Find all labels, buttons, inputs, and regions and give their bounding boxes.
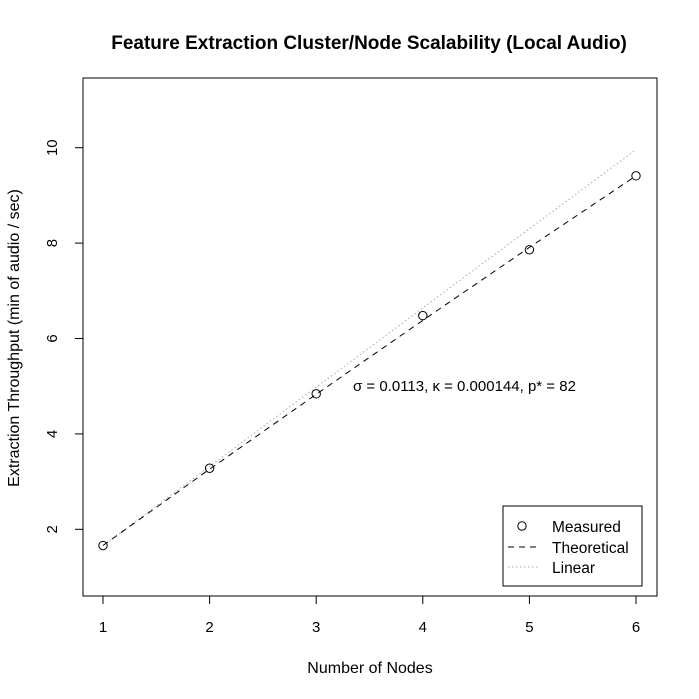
measured-point [311,389,321,399]
measured-point [204,463,215,473]
x-tick-label: 4 [419,619,427,636]
y-axis-label: Extraction Throughput (min of audio / se… [6,189,23,487]
x-tick-label: 5 [525,619,533,636]
series-line-theoretical [102,175,637,546]
measured-point [418,310,428,321]
x-tick-label: 3 [312,619,320,636]
measured-point [98,540,108,551]
y-tick-label: 10 [44,139,61,156]
y-tick-label: 6 [44,334,61,342]
x-tick-label: 1 [99,619,107,636]
measured-point [631,171,641,181]
x-axis: 1 2 3 4 5 6 [99,595,640,636]
y-tick-label: 8 [44,239,61,247]
x-tick-label: 6 [632,619,640,636]
measured-point [524,245,535,255]
model-parameters-annotation: σ = 0.0113, κ = 0.000144, p* = 82 [353,378,576,395]
y-axis: 2 4 6 8 10 [44,139,84,533]
chart-title: Feature Extraction Cluster/Node Scalabil… [111,33,627,54]
legend-label-theoretical: Theoretical [552,540,629,557]
series-line-linear [102,149,637,546]
x-axis-label: Number of Nodes [307,660,432,677]
legend-label-linear: Linear [552,560,595,577]
series-layer [98,149,641,551]
legend-box [502,505,643,587]
x-tick-label: 2 [205,619,213,636]
y-tick-label: 2 [44,525,61,533]
y-tick-label: 4 [44,430,61,438]
legend-label-measured: Measured [552,519,621,536]
legend-marker-measured [517,521,527,531]
legend: Measured Theoretical Linear [502,505,643,587]
